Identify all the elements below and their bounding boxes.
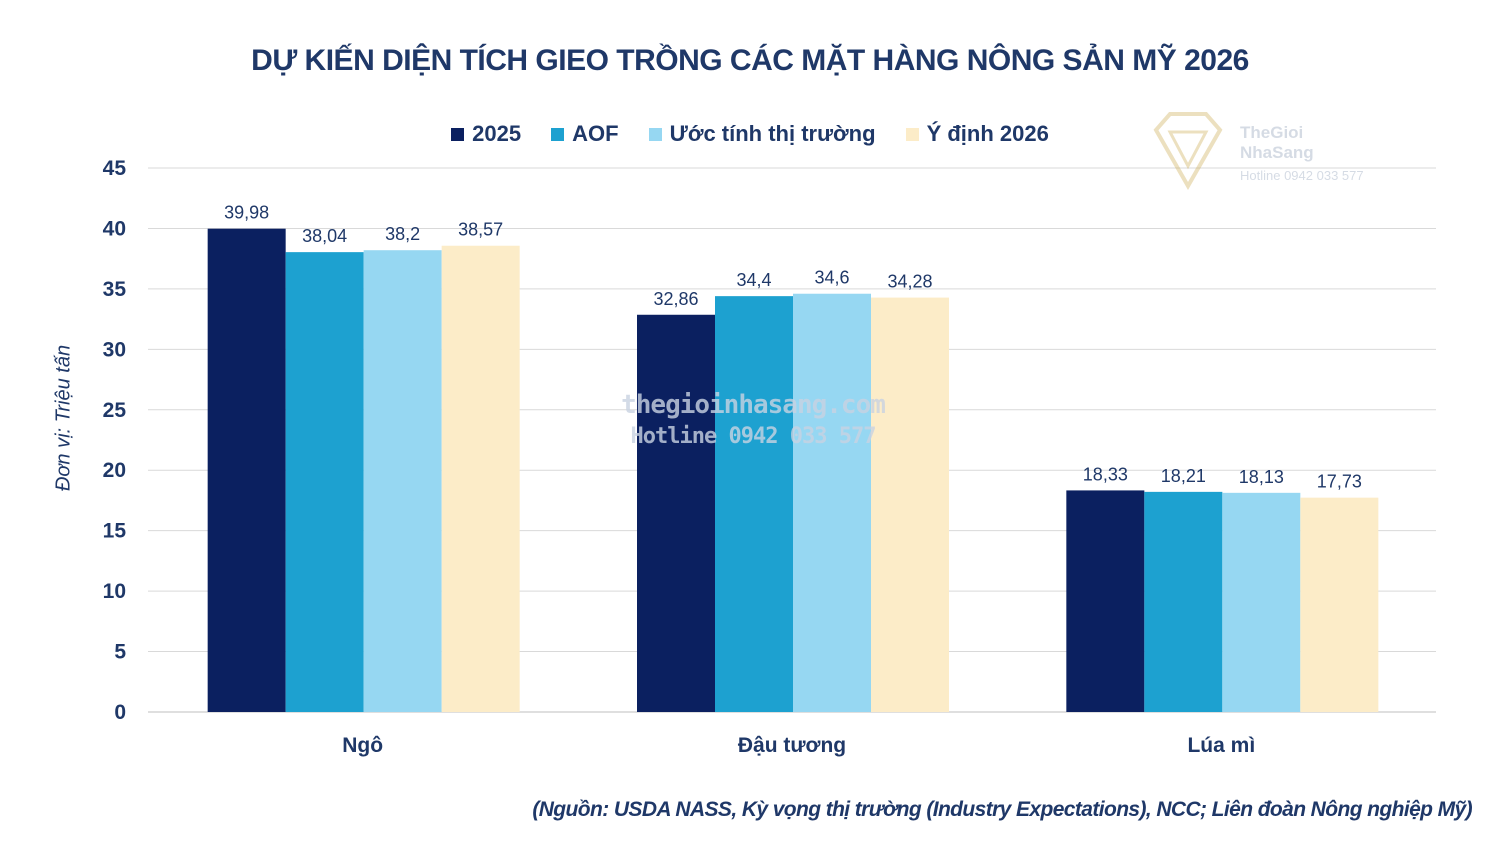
bar — [1144, 491, 1223, 712]
data-label: 38,2 — [385, 224, 420, 244]
data-label: 38,04 — [302, 226, 347, 246]
legend-label: AOF — [572, 121, 619, 146]
x-category-label: Đậu tương — [738, 734, 846, 757]
y-tick-label: 20 — [103, 459, 126, 482]
legend-item: Ý định 2026 — [905, 121, 1049, 147]
y-tick-label: 25 — [103, 399, 127, 422]
data-label: 39,98 — [224, 203, 269, 223]
watermark-site: thegioinhasang.com — [621, 390, 886, 420]
y-tick-label: 10 — [103, 580, 126, 603]
legend-item: Ước tính thị trường — [648, 121, 876, 147]
axis-labels: 0 5 10 15 20 25 30 35 40 45 Ngô Đậu tương Lúa mì — [103, 157, 1256, 757]
data-label: 34,6 — [814, 268, 849, 288]
bar — [637, 314, 715, 712]
bar — [793, 293, 871, 712]
watermark-hotline: Hotline 0942 033 577 — [630, 424, 877, 449]
chart-title: DỰ KIẾN DIỆN TÍCH GIEO TRỒNG CÁC MẶT HÀN… — [251, 44, 1249, 77]
center-watermark: thegioinhasang.com Hotline 0942 033 577 — [618, 390, 888, 449]
legend-label: Ước tính thị trường — [669, 121, 876, 146]
legend-swatch — [648, 127, 662, 141]
y-tick-label: 45 — [103, 157, 127, 180]
bar — [715, 296, 793, 712]
bar — [1300, 497, 1379, 712]
y-tick-label: 40 — [103, 217, 126, 240]
y-tick-label: 0 — [114, 701, 126, 724]
y-tick-label: 35 — [103, 278, 127, 301]
legend-label: 2025 — [472, 121, 522, 146]
x-category-label: Ngô — [342, 734, 383, 757]
bar — [363, 250, 442, 712]
bar — [1222, 492, 1301, 712]
logo-hotline: Hotline 0942 033 577 — [1240, 168, 1364, 183]
data-label: 32,86 — [653, 289, 698, 309]
data-label: 38,57 — [458, 220, 503, 240]
bars — [207, 228, 1379, 712]
y-tick-label: 5 — [114, 641, 126, 664]
data-label: 18,21 — [1161, 466, 1206, 486]
data-labels: 39,98 38,04 38,2 38,57 32,86 34,4 34,6 34,28 18,… — [224, 203, 1362, 492]
bar — [207, 228, 286, 712]
bar — [441, 245, 520, 712]
bar — [1066, 490, 1145, 712]
logo-watermark: TheGioi NhaSang Hotline 0942 033 577 — [1153, 112, 1364, 190]
data-label: 34,28 — [887, 272, 932, 292]
legend-swatch — [551, 127, 565, 141]
legend-item: 2025 — [451, 121, 521, 147]
y-tick-label: 15 — [103, 520, 127, 543]
legend-label: Ý định 2026 — [926, 121, 1049, 146]
data-label: 34,4 — [736, 270, 771, 290]
data-label: 18,33 — [1083, 464, 1128, 484]
legend-swatch — [451, 127, 465, 141]
legend: 2025 AOF Ước tính thị trường Ý định 2026 — [0, 121, 1500, 147]
bar — [285, 252, 364, 712]
logo-text-line2: NhaSang — [1240, 143, 1314, 162]
data-label: 18,13 — [1239, 467, 1284, 487]
diamond-logo-icon — [1153, 112, 1223, 190]
bar — [871, 297, 949, 712]
logo-text-line1: TheGioi — [1240, 123, 1303, 142]
x-category-label: Lúa mì — [1187, 734, 1255, 757]
data-label: 17,73 — [1317, 472, 1362, 492]
legend-swatch — [905, 127, 919, 141]
y-tick-label: 30 — [103, 338, 126, 361]
legend-item: AOF — [551, 121, 619, 147]
source-note: (Nguồn: USDA NASS, Kỳ vọng thị trường (I… — [532, 798, 1472, 821]
